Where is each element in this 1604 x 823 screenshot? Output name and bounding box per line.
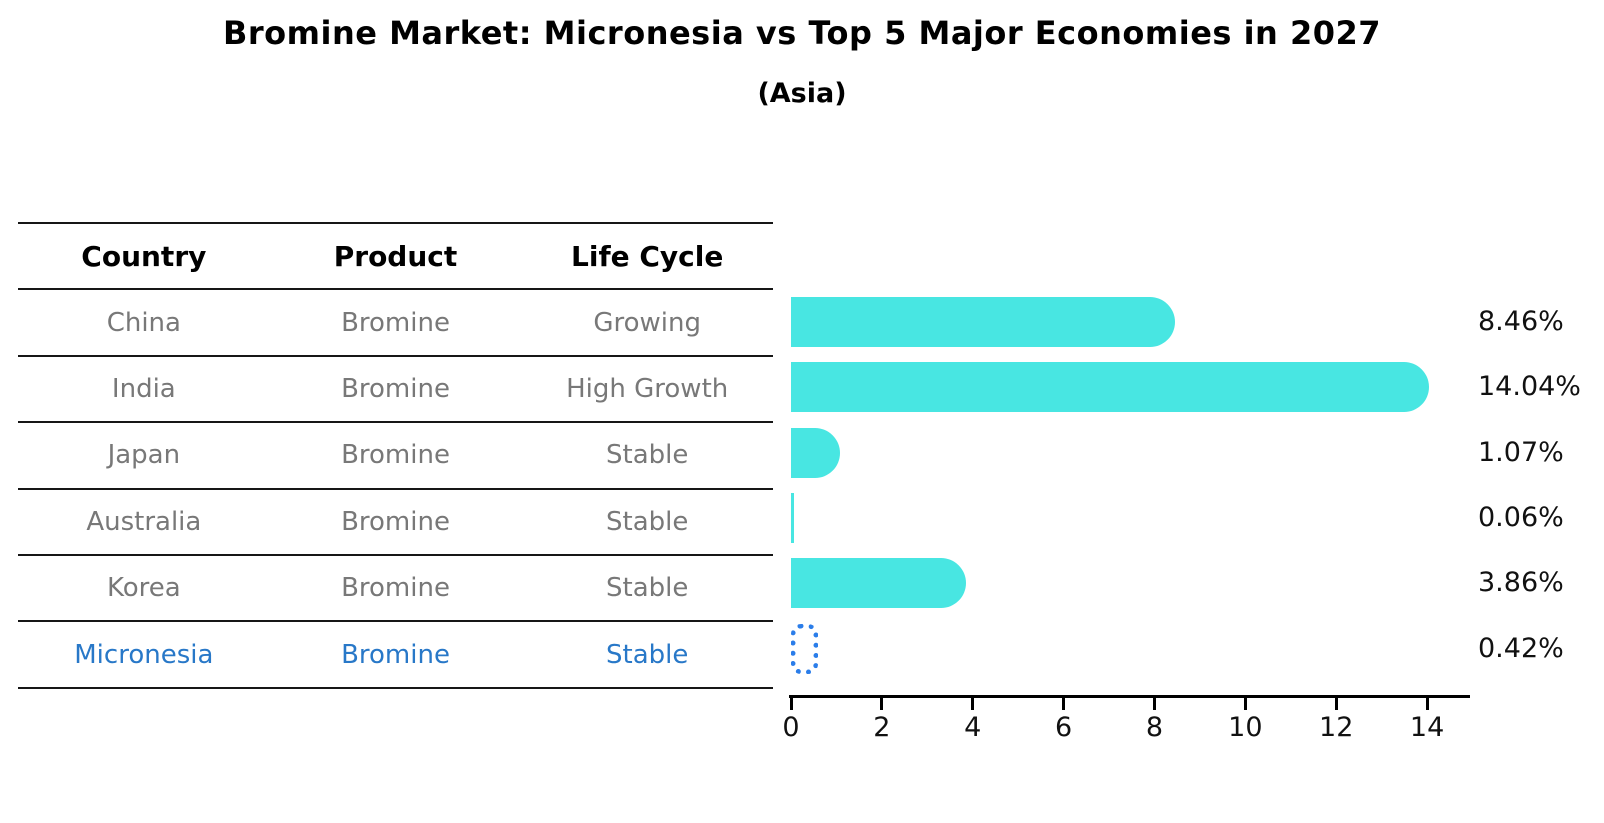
x-axis-tick-label: 8 [1145, 712, 1164, 743]
table-row: India Bromine High Growth [18, 354, 773, 421]
value-label: 14.04% [1478, 371, 1581, 403]
x-axis-tick [971, 698, 975, 710]
table-cell-life-cycle: Stable [606, 506, 689, 537]
table-cell-life-cycle: High Growth [566, 373, 729, 404]
table-cell-product: Bromine [341, 440, 450, 471]
x-axis-tick-label: 2 [873, 712, 891, 743]
table-cell-country: China [106, 307, 181, 338]
table-cell-product: Bromine [341, 373, 450, 404]
value-label: 1.07% [1478, 436, 1564, 468]
table-cell-country: Korea [106, 573, 181, 604]
bar-china [791, 297, 1176, 347]
x-axis-tick-label: 6 [1055, 712, 1073, 743]
table-cell-country: Micronesia [74, 639, 214, 670]
table-header-row: Country Product Life Cycle [18, 222, 773, 288]
table-cell-country: Australia [86, 506, 202, 537]
value-label: 0.42% [1478, 632, 1564, 664]
x-axis-tick [789, 698, 793, 710]
table-cell-life-cycle: Stable [606, 639, 689, 670]
chart-title: Bromine Market: Micronesia vs Top 5 Majo… [222, 14, 1382, 52]
x-axis-tick [1062, 698, 1066, 710]
table-cell-product: Bromine [341, 639, 450, 670]
table-cell-product: Bromine [341, 573, 450, 604]
x-axis-tick [1425, 698, 1429, 710]
chart-subtitle: (Asia) [757, 78, 847, 109]
bar-australia [791, 492, 794, 543]
x-axis-tick-label: 10 [1228, 712, 1263, 743]
table-row: Micronesia Bromine Stable [18, 620, 773, 686]
x-axis-tick-label: 4 [964, 712, 982, 743]
bar-korea [791, 558, 967, 609]
table-cell-product: Bromine [341, 506, 450, 537]
table-cell-country: India [111, 373, 176, 404]
table-cell-life-cycle: Stable [606, 440, 689, 471]
value-label: 3.86% [1478, 567, 1564, 599]
table-row: Japan Bromine Stable [18, 421, 773, 487]
value-label: 0.06% [1478, 501, 1564, 533]
x-axis-tick [1243, 698, 1247, 710]
x-axis-tick-label: 0 [782, 712, 800, 743]
bar-micronesia [791, 623, 819, 674]
table-cell-life-cycle: Stable [606, 573, 689, 604]
x-axis-tick [880, 698, 884, 710]
x-axis-line [789, 695, 1470, 698]
table-header-country: Country [81, 239, 207, 273]
table-cell-country: Japan [107, 440, 181, 471]
table-row: Korea Bromine Stable [18, 553, 773, 620]
table-header-product: Product [333, 239, 458, 273]
table-cell-life-cycle: Growing [593, 307, 701, 338]
table-header-lifecycle: Life Cycle [571, 239, 724, 273]
table-row: China Bromine Growing [18, 288, 773, 354]
table-row: Australia Bromine Stable [18, 487, 773, 554]
x-axis-tick-label: 14 [1409, 712, 1445, 743]
country-table: Country Product Life Cycle China Bromine G… [18, 222, 773, 689]
value-label: 8.46% [1478, 306, 1564, 337]
x-axis-tick [1334, 698, 1338, 710]
bar-japan [791, 427, 840, 478]
table-cell-product: Bromine [341, 307, 450, 338]
x-axis-tick-label: 12 [1319, 712, 1354, 743]
bar-india [791, 362, 1429, 413]
x-axis-tick [1152, 698, 1156, 710]
